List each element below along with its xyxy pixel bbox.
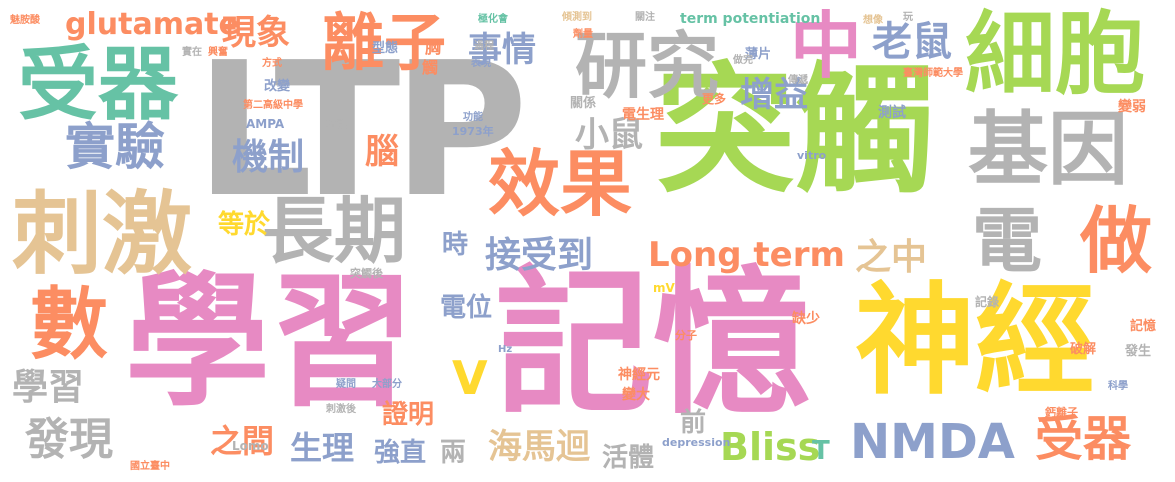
cloud-word: 海馬迴 <box>488 427 590 467</box>
cloud-word: 玩 <box>903 12 913 23</box>
cloud-word: 測試 <box>878 105 906 121</box>
cloud-word: 神經元 <box>618 367 660 383</box>
cloud-word: 效果 <box>488 142 633 226</box>
cloud-word: 更多 <box>702 92 727 106</box>
cloud-word: 表現 <box>471 58 491 69</box>
cloud-word: 實驗 <box>65 118 165 176</box>
cloud-word: 極化會 <box>478 14 508 25</box>
cloud-word: 中 <box>790 4 863 88</box>
cloud-word: 細胞 <box>965 2 1145 107</box>
cloud-word: 關係 <box>570 96 597 111</box>
cloud-word: 第二高級中學 <box>243 100 303 111</box>
cloud-word: 事情 <box>468 30 536 70</box>
cloud-word: 大部分 <box>372 379 402 390</box>
cloud-word: 做完 <box>733 55 753 66</box>
cloud-word: 之間 <box>210 422 275 460</box>
cloud-word: 現象 <box>222 13 290 53</box>
cloud-word: Bliss <box>720 425 821 469</box>
cloud-word: 學習 <box>125 258 415 427</box>
cloud-word: 功能 <box>463 112 483 123</box>
cloud-word: 記憶 <box>495 252 811 436</box>
cloud-word: term potentiation <box>680 11 821 27</box>
cloud-word: glutamate <box>65 7 239 42</box>
cloud-word: 變弱 <box>1118 99 1146 115</box>
cloud-word: 電 <box>972 200 1042 282</box>
cloud-word: 刺激 <box>12 182 192 287</box>
cloud-word: 做 <box>1080 199 1153 283</box>
cloud-word: 傾測到 <box>562 12 592 23</box>
cloud-word: 鈣離子 <box>1045 406 1078 419</box>
cloud-word: 想像 <box>863 15 883 26</box>
cloud-word: Hz <box>498 344 513 355</box>
cloud-word: 薄片 <box>745 47 772 62</box>
cloud-word: 傳遞 <box>788 75 808 86</box>
cloud-word: 方式 <box>262 58 282 69</box>
cloud-word: 發現 <box>25 414 113 465</box>
cloud-word: 魅胺酸 <box>10 15 40 26</box>
cloud-word: 增益 <box>740 75 808 115</box>
cloud-word: 記錄 <box>975 295 1000 309</box>
cloud-word: 腦 <box>365 132 399 172</box>
cloud-word: 離子 <box>322 6 447 79</box>
cloud-word: 等於 <box>218 210 271 240</box>
cloud-word: 缺少 <box>792 311 820 327</box>
cloud-word: 刺激後 <box>326 404 356 415</box>
cloud-word: LTP <box>195 22 528 238</box>
cloud-word: AMPA <box>246 117 285 131</box>
cloud-word: 增強 <box>326 117 348 130</box>
cloud-word: 國立臺中 <box>130 461 170 472</box>
cloud-word: 1973年 <box>452 125 494 138</box>
cloud-word: 前 <box>680 408 707 438</box>
cloud-word: 受器 <box>18 38 178 131</box>
cloud-word: 兩 <box>440 438 467 468</box>
cloud-word: 受器 <box>1035 411 1132 467</box>
cloud-word: 疑問 <box>336 379 356 390</box>
cloud-word: 電生理 <box>622 107 664 123</box>
cloud-word: 老鼠 <box>872 19 952 65</box>
cloud-word: 學習 <box>12 367 85 408</box>
cloud-word: 強直 <box>374 438 427 468</box>
cloud-word: 胸 <box>425 38 442 57</box>
cloud-word: 發生 <box>1125 344 1152 359</box>
cloud-word: 實在 <box>182 47 202 58</box>
cloud-word: NMDA <box>850 414 1015 470</box>
cloud-word: 改變 <box>264 79 291 94</box>
cloud-word: 突觸 <box>655 50 936 213</box>
cloud-word: 臺灣師範大學 <box>903 68 963 79</box>
cloud-word: 時 <box>442 230 469 260</box>
cloud-word: 破解 <box>1070 342 1097 357</box>
cloud-word: 電位 <box>440 293 493 323</box>
cloud-word: 科學 <box>1108 381 1128 392</box>
cloud-word: 型態 <box>372 41 399 56</box>
cloud-word: 接受到 <box>485 235 594 276</box>
cloud-word: 過程 <box>474 41 494 52</box>
cloud-word: 變大 <box>622 387 650 403</box>
cloud-word: 記憶 <box>1130 319 1157 334</box>
cloud-word: 觸 <box>422 58 439 77</box>
cloud-word: Long term <box>648 235 845 275</box>
cloud-word: 數 <box>30 280 109 370</box>
cloud-word: 分子 <box>675 329 697 342</box>
cloud-word: mV <box>653 281 675 295</box>
cloud-word: 長期 <box>262 189 407 273</box>
cloud-word: 生理 <box>290 429 355 467</box>
cloud-word: 關注 <box>635 12 655 23</box>
cloud-word: 突觸後 <box>350 267 383 280</box>
cloud-word: vitro <box>797 149 827 162</box>
cloud-word: T <box>812 436 830 466</box>
cloud-word: 小鼠 <box>575 115 643 155</box>
cloud-word: 機制 <box>232 137 305 178</box>
cloud-word: 興奮 <box>208 47 228 58</box>
cloud-word: Lomo <box>232 439 269 453</box>
cloud-word: 神經 <box>855 272 1095 411</box>
cloud-word: 活體 <box>602 443 655 473</box>
cloud-word: V <box>452 351 488 405</box>
cloud-word: 研究 <box>575 24 720 108</box>
cloud-word: 劑量 <box>573 29 593 40</box>
cloud-word: depression <box>662 436 731 449</box>
cloud-word: 之中 <box>855 237 928 278</box>
cloud-word: 基因 <box>968 103 1128 196</box>
cloud-word: 證明 <box>382 400 435 430</box>
